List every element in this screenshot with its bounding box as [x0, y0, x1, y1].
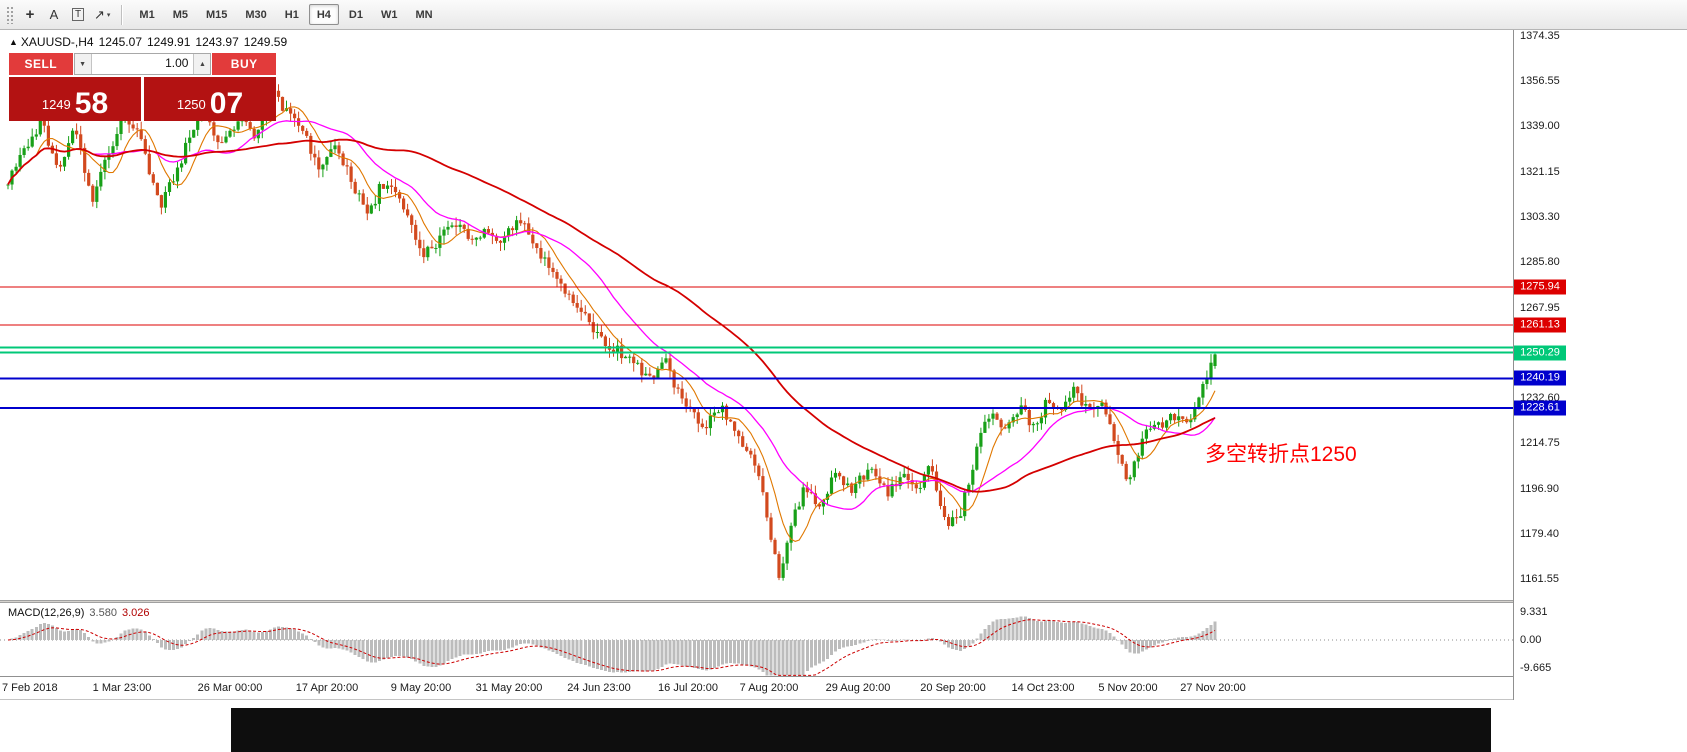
timeframe-mn[interactable]: MN [407, 4, 440, 25]
price-tag-1250.29[interactable]: 1250.29 [1514, 345, 1566, 361]
time-axis-label: 7 Feb 2018 [2, 682, 58, 694]
time-axis-label: 7 Aug 20:00 [739, 682, 799, 694]
macd-signal-value: 3.026 [121, 607, 150, 619]
crosshair-tool-button[interactable]: + [18, 4, 42, 26]
macd-signal-line [7, 619, 1216, 676]
macd-axis-label: 9.331 [1520, 606, 1548, 618]
timeframe-m30[interactable]: M30 [237, 4, 274, 25]
bid-prefix: 1249 [41, 97, 71, 112]
symbol-label: XAUUSD-,H4 [20, 35, 94, 49]
chart-annotation-text[interactable]: 多空转折点1250 [1205, 443, 1357, 466]
one-click-trading-panel: SELL ▼ 1.00 ▲ BUY 1249 58 [9, 53, 276, 121]
price-axis-label: 1303.30 [1520, 211, 1560, 224]
time-axis-label: 26 Mar 00:00 [197, 682, 263, 694]
timeframe-m5[interactable]: M5 [165, 4, 196, 25]
text-label-icon: T [71, 8, 85, 21]
volume-box: ▼ 1.00 ▲ [73, 53, 212, 75]
crosshair-icon: + [25, 6, 35, 23]
price-axis-label: 1339.00 [1520, 119, 1560, 132]
macd-indicator-label: MACD(12,26,9) 3.580 3.026 [8, 607, 149, 619]
volume-input[interactable]: 1.00 [165, 56, 189, 70]
ask-big-digits: 07 [209, 86, 244, 120]
text-label-tool-button[interactable]: T [66, 4, 90, 26]
toolbar-drag-handle[interactable] [6, 5, 13, 24]
price-axis-label: 1321.15 [1520, 165, 1560, 178]
text-tool-button[interactable]: A [42, 4, 66, 26]
caret-up-icon: ▲ [198, 60, 206, 68]
timeframe-m1[interactable]: M1 [131, 4, 162, 25]
time-axis-label: 14 Oct 23:00 [1011, 682, 1075, 694]
ohlc-readout: ▲ XAUUSD-,H4 1245.07 1249.91 1243.97 1249.59 [9, 35, 292, 49]
ma-slow-line [7, 138, 1216, 493]
price-tag-1228.61[interactable]: 1228.61 [1514, 400, 1566, 416]
chevron-down-icon: ▾ [106, 11, 111, 19]
timeframe-h1[interactable]: H1 [277, 4, 307, 25]
timeframe-m15[interactable]: M15 [198, 4, 235, 25]
trendline-icon: ↗ [94, 6, 105, 22]
price-axis-label: 1356.55 [1520, 75, 1560, 87]
close-value: 1249.59 [243, 35, 288, 49]
price-tag-1261.13[interactable]: 1261.13 [1514, 317, 1566, 333]
price-axis[interactable]: 1374.35 1356.55 1339.00 1321.15 1303.30 1285.… [1513, 30, 1687, 752]
pane-divider[interactable] [0, 600, 1513, 603]
price-axis-label: 1285.80 [1520, 255, 1560, 268]
bid-quote-button[interactable]: 1249 58 [9, 77, 141, 121]
one-click-toggle-icon[interactable]: ▲ [9, 37, 18, 47]
time-axis-label: 17 Apr 20:00 [295, 682, 359, 694]
sell-button[interactable]: SELL [9, 53, 73, 75]
low-value: 1243.97 [195, 35, 239, 49]
price-axis-label: 1161.55 [1520, 573, 1559, 586]
price-axis-label: 1179.40 [1520, 527, 1559, 540]
draw-tools-button[interactable]: ↗ ▾ [90, 4, 114, 26]
price-axis-label: 1374.35 [1520, 29, 1560, 42]
time-axis-label: 27 Nov 20:00 [1180, 682, 1246, 694]
time-axis-label: 9 May 20:00 [390, 682, 452, 694]
macd-main-value: 3.580 [89, 607, 117, 619]
price-axis-label: 1196.90 [1520, 483, 1559, 496]
macd-axis-label: -9.665 [1520, 662, 1552, 674]
time-axis-label: 29 Aug 20:00 [825, 682, 891, 694]
volume-dropdown-button[interactable]: ▼ [74, 54, 92, 74]
time-axis-label: 1 Mar 23:00 [92, 682, 152, 694]
macd-indicator-pane[interactable] [0, 603, 1513, 676]
price-tag-1275.94[interactable]: 1275.94 [1514, 279, 1566, 295]
candlestick-chart[interactable] [0, 30, 1513, 600]
timeframe-w1[interactable]: W1 [373, 4, 406, 25]
macd-axis-label: 0.00 [1520, 634, 1542, 646]
time-axis-label: 31 May 20:00 [475, 682, 543, 694]
ask-prefix: 1250 [176, 97, 206, 112]
ask-quote-button[interactable]: 1250 07 [144, 77, 276, 121]
ma-mid-line [7, 120, 1216, 510]
toolbar-separator [121, 4, 124, 25]
price-axis-label: 1267.95 [1520, 301, 1560, 314]
timeframe-toolbar: M1 M5 M15 M30 H1 H4 D1 W1 MN [130, 4, 441, 25]
timeframe-d1[interactable]: D1 [341, 4, 371, 25]
toolbar: + A T ↗ ▾ M1 M5 M15 M30 H1 H4 D1 W1 MN [0, 0, 1687, 30]
price-tag-1240.19[interactable]: 1240.19 [1514, 370, 1566, 386]
caret-down-icon: ▼ [79, 60, 87, 68]
open-value: 1245.07 [98, 35, 142, 49]
time-axis-label: 20 Sep 20:00 [920, 682, 986, 694]
high-value: 1249.91 [147, 35, 191, 49]
price-axis-label: 1214.75 [1520, 437, 1560, 450]
chart-area: ▲ XAUUSD-,H4 1245.07 1249.91 1243.97 1249.59 … [0, 30, 1687, 752]
buy-button[interactable]: BUY [212, 53, 276, 75]
ma-fast-line [7, 106, 1216, 542]
price-axis-separator [1513, 30, 1514, 700]
bottom-dark-bar [231, 708, 1491, 752]
volume-increase-button[interactable]: ▲ [193, 54, 211, 74]
macd-name: MACD(12,26,9) [8, 607, 85, 619]
time-axis[interactable]: 7 Feb 2018 1 Mar 23:00 26 Mar 00:00 17 Apr … [0, 676, 1513, 700]
time-axis-label: 16 Jul 20:00 [658, 682, 718, 694]
bid-big-digits: 58 [74, 86, 109, 120]
time-axis-label: 5 Nov 20:00 [1098, 682, 1158, 694]
timeframe-h4[interactable]: H4 [308, 4, 339, 25]
time-axis-label: 24 Jun 23:00 [567, 682, 631, 694]
